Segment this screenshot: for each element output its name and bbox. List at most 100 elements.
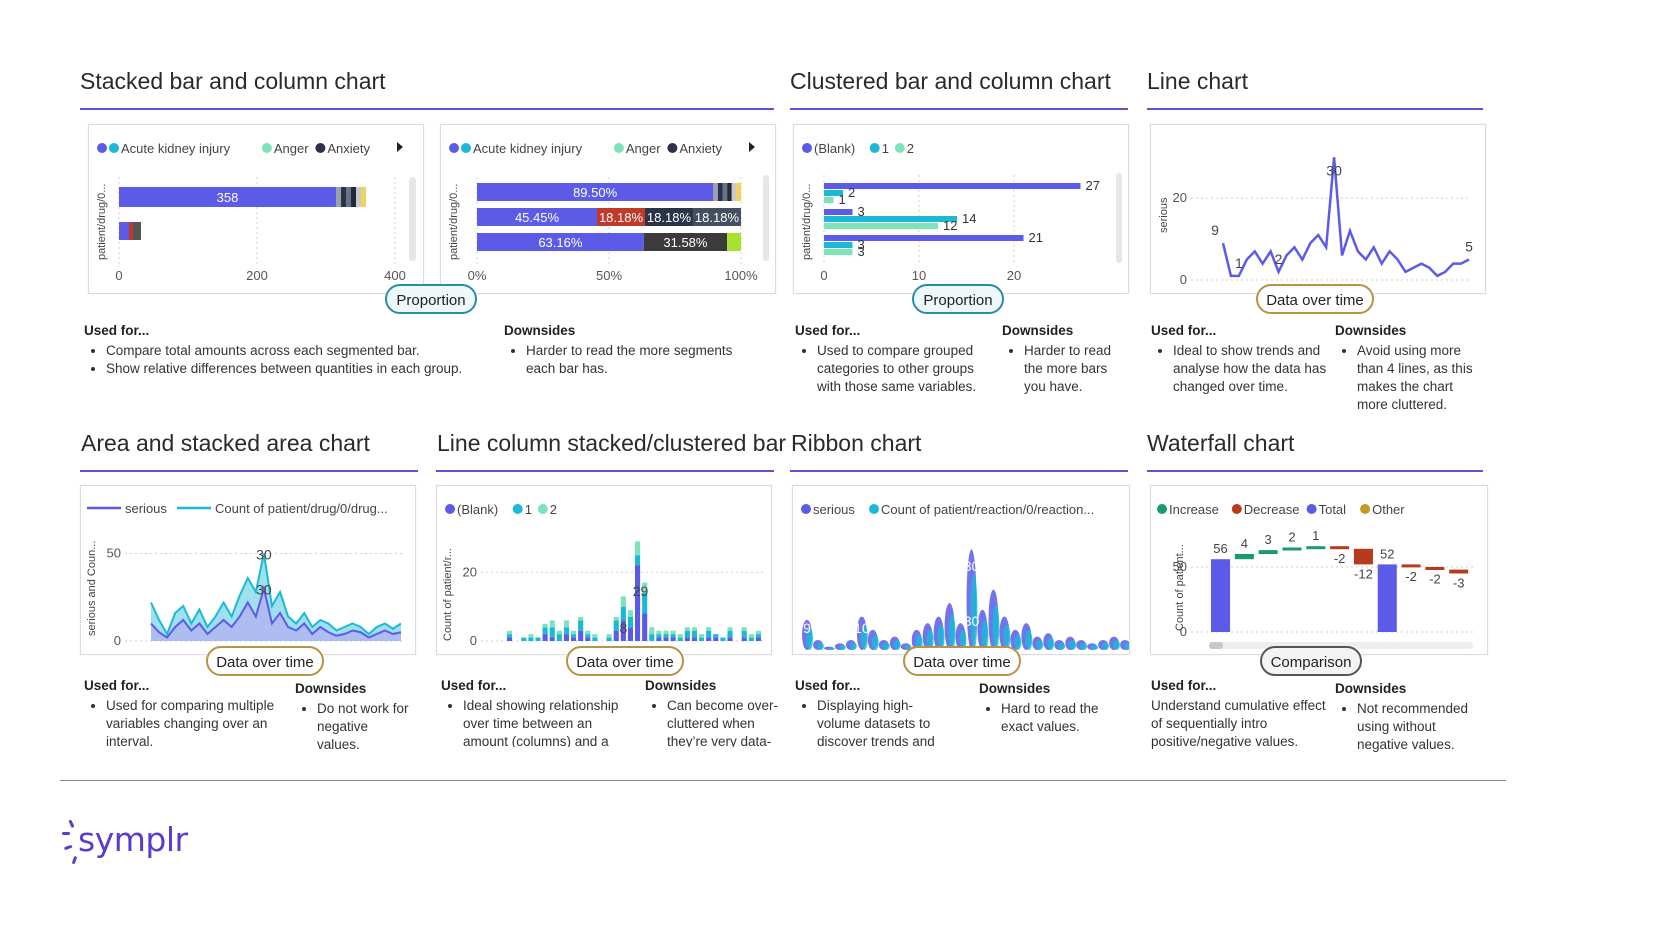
bar-segment [129, 222, 133, 240]
stacked-column [613, 630, 619, 641]
bar-segment [727, 233, 741, 251]
ribbon-band [860, 624, 868, 650]
stacked-used-heading: Used for... [84, 323, 150, 338]
area-down-heading: Downsides [295, 681, 367, 696]
stacked-column [699, 634, 705, 638]
legend-swatch [461, 143, 471, 153]
legend-label: serious [125, 501, 167, 516]
waterfall-bar [1330, 546, 1350, 550]
waterfall-chart[interactable]: Increase Decrease Total Other Count of patie… [1150, 485, 1488, 655]
stacked-column [563, 634, 570, 641]
stacked-column [627, 610, 634, 617]
clustered-used-heading: Used for... [795, 323, 861, 338]
stacked-bar-chart[interactable]: Acute kidney injury Anger Anxiety patient/d… [88, 124, 424, 294]
line-title: Line chart [1147, 68, 1249, 94]
legend-next-icon [749, 142, 755, 152]
area-down: Downsides Do not work for negative value… [295, 680, 413, 754]
bar-segment [133, 222, 141, 240]
stacked-100-chart[interactable]: Acute kidney injury Anger Anxiety patient/d… [440, 124, 776, 294]
ribbon-band [1124, 642, 1129, 650]
stacked-column [670, 634, 676, 638]
clustered-used-item: Used to compare grouped categories to ot… [817, 342, 990, 396]
linecol-used: Used for... Ideal showing relationship o… [441, 677, 636, 747]
data-label: 4 [1241, 536, 1248, 551]
bar-segment [736, 183, 741, 201]
cluster-bar [824, 197, 834, 203]
stacked-tag: Proportion [385, 284, 477, 314]
stacked-column [656, 634, 662, 638]
area-chart[interactable]: serious Count of patient/drug/0/drug... se… [80, 485, 416, 655]
bar-segment [351, 187, 357, 207]
line-chart[interactable]: serious 0 20 9 1 2 30 5 [1150, 124, 1486, 294]
stacked-down-heading: Downsides [504, 323, 576, 338]
ribbon-used-item: Displaying high-volume datasets to disco… [817, 697, 955, 747]
series-line [150, 553, 402, 637]
stacked-column [620, 620, 626, 641]
line-tag: Data over time [1256, 284, 1374, 314]
y-axis-label: patient/drug/0... [801, 184, 813, 260]
stacked-column [691, 637, 698, 641]
stacked-column [706, 627, 712, 631]
bar-segment [731, 183, 737, 201]
legend-label: 2 [550, 502, 557, 517]
linecol-used-heading: Used for... [441, 678, 507, 693]
linecol-down: Downsides Can become over-cluttered when… [645, 677, 785, 747]
data-label: 29 [633, 583, 649, 599]
legend-label: (Blank) [457, 502, 498, 517]
ribbon-down-heading: Downsides [979, 681, 1051, 696]
clustered-bar-chart[interactable]: (Blank) 1 2 patient/drug/0... 0 10 20 27 2 1 3 14 12… [793, 124, 1129, 294]
series-area [151, 588, 401, 641]
stacked-column [563, 620, 570, 628]
stacked-100-svg: Acute kidney injury Anger Anxiety patient/d… [448, 141, 769, 283]
stacked-column [578, 620, 584, 631]
waterfall-tag: Comparison [1260, 646, 1362, 676]
stacked-used-item: Show relative differences between quanti… [106, 360, 484, 378]
data-label: 9 [1211, 222, 1219, 238]
legend-swatch [1306, 504, 1317, 514]
ribbon-used: Used for... Displaying high-volume datas… [795, 677, 955, 747]
stacked-column [649, 634, 655, 641]
area-tag: Data over time [206, 646, 324, 676]
data-label: 2 [1275, 251, 1283, 267]
bar-segment [692, 208, 741, 226]
stacked-column [507, 630, 513, 635]
stacked-column [713, 637, 719, 641]
stacked-column [656, 630, 662, 635]
stacked-column [571, 630, 577, 635]
linecol-tag: Data over time [566, 646, 684, 676]
legend-swatch [667, 143, 678, 153]
bar-label: 14 [962, 211, 976, 226]
ribbon-band [926, 629, 934, 650]
waterfall-bar [1211, 559, 1231, 632]
stacked-column [571, 634, 577, 638]
legend-swatch [613, 143, 624, 153]
stacked-column [606, 634, 612, 638]
ribbon-chart[interactable]: serious Count of patient/reaction/0/react… [792, 485, 1130, 655]
bar-segment [477, 208, 597, 226]
bar-label: 2 [848, 185, 855, 200]
ribbon-tag: Data over time [903, 646, 1021, 676]
y-tick-label: 20 [463, 564, 477, 579]
stacked-bar-svg: Acute kidney injury Anger Anxiety patient/d… [96, 141, 416, 283]
ribbon-band [871, 634, 879, 650]
linecol-down-item: Can become over-cluttered when they’re v… [667, 697, 785, 747]
linecol-chart[interactable]: (Blank) 1 2 Count of patient/r... 0 20 8 29 [436, 485, 772, 655]
data-label: -3 [1453, 576, 1465, 591]
legend-next-icon [397, 142, 403, 152]
bar-label: 89.50% [573, 185, 618, 200]
ribbon-band [806, 627, 813, 650]
stacked-column [535, 637, 541, 641]
y-tick-label: 50 [107, 546, 121, 561]
legend-label: Total [1319, 502, 1347, 517]
data-label: 30 [1326, 162, 1342, 178]
data-label: -2 [1405, 569, 1417, 584]
data-label: -12 [1354, 566, 1373, 581]
bar-segment [346, 187, 352, 207]
stacked-column [571, 637, 577, 641]
stacked-column [613, 616, 619, 621]
area-underline [80, 470, 418, 472]
legend-swatch [97, 143, 107, 153]
series-line [150, 584, 402, 639]
ribbon-band [937, 624, 945, 650]
